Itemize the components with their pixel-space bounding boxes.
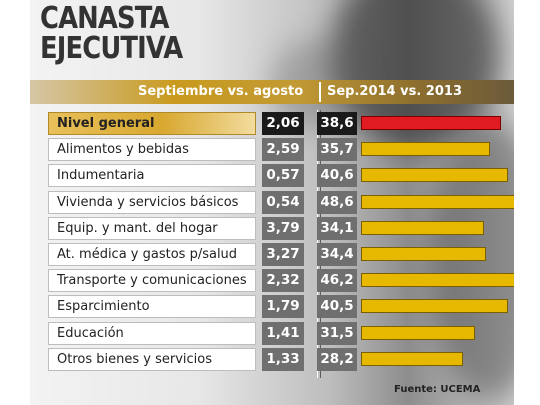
year-bar [361, 325, 475, 340]
year-bar [361, 247, 486, 261]
category-label: Esparcimiento [48, 295, 256, 319]
table-row: Otros bienes y servicios 1,33 28,2 [48, 347, 514, 371]
year-bar [361, 299, 508, 314]
month-value: 1,33 [262, 347, 304, 371]
month-value: 3,27 [262, 243, 304, 266]
year-value: 31,5 [317, 321, 357, 345]
title-line-2: EJECUTIVA [40, 31, 183, 66]
table-row: Equip. y mant. del hogar 3,79 34,1 [48, 216, 514, 240]
month-value: 2,06 [262, 112, 304, 135]
year-value: 48,6 [317, 190, 357, 214]
table-row: Educación 1,41 31,5 [48, 321, 514, 345]
column-header-year: Sep.2014 vs. 2013 [327, 84, 462, 99]
column-header-month: Septiembre vs. agosto [138, 84, 304, 99]
month-value: 2,32 [262, 269, 304, 293]
month-value: 0,57 [262, 164, 304, 188]
year-bar [361, 168, 508, 183]
category-label: Educación [48, 321, 256, 345]
month-value: 2,59 [262, 138, 304, 162]
chart-title: CANASTA EJECUTIVA [40, 4, 206, 64]
table-row: Transporte y comunicaciones 2,32 46,2 [48, 269, 514, 293]
year-value: 35,7 [317, 138, 357, 162]
year-value: 40,5 [317, 295, 357, 319]
table-row: Vivienda y servicios básicos 0,54 48,6 [48, 190, 514, 214]
year-value: 34,4 [317, 243, 357, 266]
category-label: Otros bienes y servicios [48, 347, 256, 371]
header-divider [319, 82, 321, 102]
year-value: 28,2 [317, 347, 357, 371]
category-label: Indumentaria [48, 164, 256, 188]
category-label: Equip. y mant. del hogar [48, 216, 256, 240]
year-value: 34,1 [317, 216, 357, 240]
infographic: CANASTA EJECUTIVA Septiembre vs. agosto … [30, 0, 514, 405]
title-line-1: CANASTA [40, 1, 169, 36]
year-bar [361, 194, 514, 209]
source-note: Fuente: UCEMA [394, 384, 481, 395]
table-row: Alimentos y bebidas 2,59 35,7 [48, 138, 514, 162]
header-bar [30, 80, 514, 104]
category-label: Nivel general [48, 112, 256, 135]
category-label: At. médica y gastos p/salud [48, 243, 256, 266]
year-value: 40,6 [317, 164, 357, 188]
table-row: Nivel general 2,06 38,6 [48, 112, 514, 135]
year-bar [361, 142, 490, 157]
year-bar [361, 351, 463, 366]
year-bar [361, 220, 484, 235]
table-row: Esparcimiento 1,79 40,5 [48, 295, 514, 319]
year-bar [361, 273, 514, 288]
year-value: 38,6 [317, 112, 357, 135]
month-value: 0,54 [262, 190, 304, 214]
category-label: Alimentos y bebidas [48, 138, 256, 162]
month-value: 1,41 [262, 321, 304, 345]
category-label: Transporte y comunicaciones [48, 269, 256, 293]
year-value: 46,2 [317, 269, 357, 293]
month-value: 1,79 [262, 295, 304, 319]
table-row: Indumentaria 0,57 40,6 [48, 164, 514, 188]
category-label: Vivienda y servicios básicos [48, 190, 256, 214]
month-value: 3,79 [262, 216, 304, 240]
year-bar [361, 116, 501, 130]
table-row: At. médica y gastos p/salud 3,27 34,4 [48, 243, 514, 266]
